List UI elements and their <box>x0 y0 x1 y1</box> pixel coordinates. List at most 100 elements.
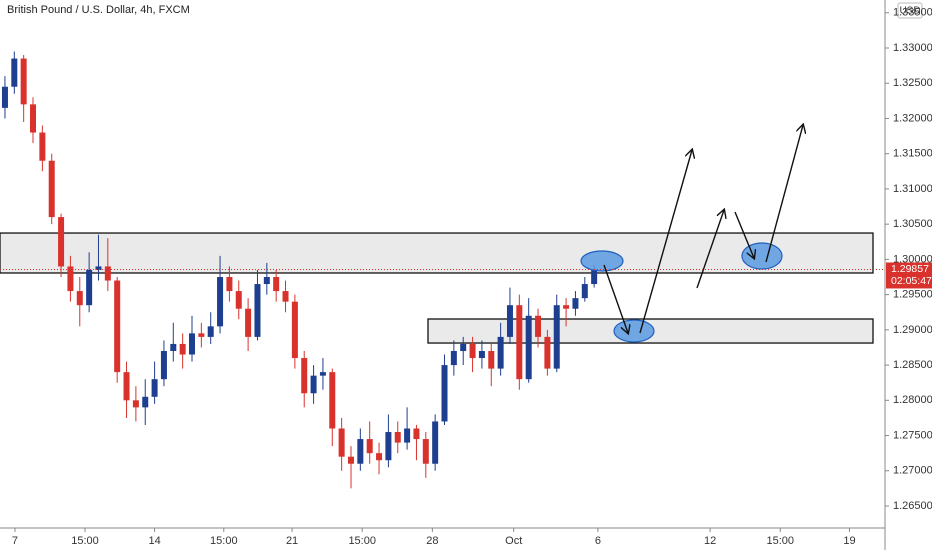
candle-body <box>394 432 401 443</box>
x-tick-label: 7 <box>12 535 18 547</box>
x-tick-label: Oct <box>505 535 522 547</box>
candle-body <box>48 160 55 218</box>
candle-body <box>217 277 224 327</box>
candle-body <box>310 375 317 394</box>
candle-body <box>273 277 280 292</box>
ellipse <box>741 242 783 270</box>
candle-body <box>366 439 373 454</box>
candle-body <box>553 305 560 369</box>
candle-body <box>506 305 513 337</box>
zone <box>0 232 874 274</box>
x-tick-label: 6 <box>595 535 601 547</box>
x-tick-label: 15:00 <box>348 535 376 547</box>
y-tick-label: 1.30000 <box>893 253 932 265</box>
candle-body <box>86 269 93 306</box>
candle-body <box>142 396 149 408</box>
candle-body <box>535 315 542 337</box>
arrow <box>639 150 692 334</box>
candle-body <box>338 428 345 457</box>
last-price-label: 1.29857 <box>891 263 929 275</box>
x-tick-label: 28 <box>426 535 438 547</box>
candle-body <box>95 266 102 270</box>
candle-body <box>254 284 261 337</box>
y-tick-label: 1.30500 <box>893 218 932 230</box>
candle-body <box>572 298 579 309</box>
candle-body <box>179 343 186 355</box>
x-tick-label: 15:00 <box>766 535 794 547</box>
arrow <box>603 264 628 333</box>
candle-body <box>581 284 588 299</box>
ellipse <box>580 250 624 272</box>
candle-body <box>104 266 111 281</box>
y-tick-label: 1.31000 <box>893 183 932 195</box>
arrow <box>765 125 803 263</box>
candle-body <box>347 456 354 464</box>
candle-body <box>39 132 46 161</box>
candle-body <box>525 315 532 380</box>
candle-body <box>376 453 383 461</box>
candle-body <box>432 421 439 464</box>
candle-body <box>450 350 457 366</box>
candle-body <box>170 343 177 351</box>
arrow <box>734 211 754 258</box>
y-tick-label: 1.27000 <box>893 465 932 477</box>
x-tick-label: 15:00 <box>210 535 238 547</box>
y-tick-label: 1.29000 <box>893 324 932 336</box>
x-tick-label: 21 <box>286 535 298 547</box>
drawings <box>580 125 803 343</box>
candle-body <box>207 326 214 337</box>
candle-body <box>114 280 121 373</box>
chart-title: British Pound / U.S. Dollar, 4h, FXCM <box>7 4 190 16</box>
candle-body <box>76 291 83 306</box>
candle-body <box>516 305 523 380</box>
candle-body <box>441 365 448 422</box>
candle-body <box>20 58 27 105</box>
y-tick-label: 1.28500 <box>893 359 932 371</box>
candle-body <box>497 336 504 369</box>
candle-body <box>385 432 392 461</box>
candle-body <box>469 343 476 359</box>
candle-body <box>478 350 485 359</box>
candle-body <box>226 277 233 292</box>
last-price-box <box>886 262 932 289</box>
currency-box[interactable] <box>897 2 923 19</box>
candle-body <box>282 291 289 302</box>
y-tick-label: 1.27500 <box>893 429 932 441</box>
candle-body <box>319 372 326 376</box>
candle-body <box>30 104 37 133</box>
x-tick-label: 12 <box>704 535 716 547</box>
y-tick-label: 1.26500 <box>893 500 932 512</box>
candle-body <box>132 400 139 408</box>
y-tick-label: 1.32000 <box>893 112 932 124</box>
x-tick-label: 19 <box>843 535 855 547</box>
candle-body <box>123 372 130 401</box>
y-tick-label: 1.33000 <box>893 42 932 54</box>
candle-body <box>422 439 429 464</box>
candle-body <box>488 350 495 369</box>
countdown: 02:05:47 <box>891 275 932 287</box>
candle-body <box>544 336 551 369</box>
candle-body <box>1 86 8 108</box>
candle-body <box>151 379 158 397</box>
ellipse <box>613 319 655 343</box>
arrow <box>696 210 724 289</box>
candle-body <box>291 301 298 359</box>
candle-body <box>263 277 270 285</box>
y-tick-label: 1.28000 <box>893 394 932 406</box>
candle-body <box>413 428 420 440</box>
x-tick-label: 14 <box>148 535 160 547</box>
y-tick-label: 1.29500 <box>893 289 932 301</box>
y-tick-label: 1.32500 <box>893 77 932 89</box>
candle-body <box>160 350 167 380</box>
candle-body <box>235 291 242 309</box>
currency[interactable]: USD <box>899 6 920 17</box>
candle-body <box>460 343 467 351</box>
candle-body <box>591 269 598 285</box>
x-tick-label: 15:00 <box>71 535 99 547</box>
candle-body <box>58 217 65 267</box>
y-tick-label: 1.31500 <box>893 148 932 160</box>
y-tick-label: 1.33500 <box>893 7 932 19</box>
candle-body <box>11 58 18 87</box>
